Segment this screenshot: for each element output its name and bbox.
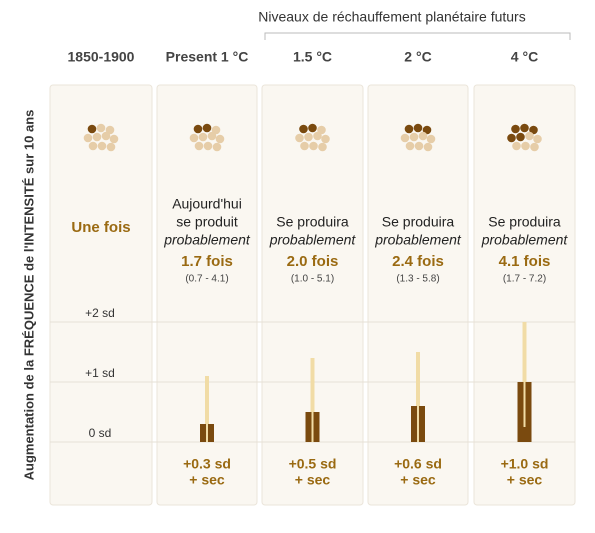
description: se produit <box>176 214 238 230</box>
frequency-label: Une fois <box>71 219 130 236</box>
frequency-dot <box>308 123 317 133</box>
description-emphasis: probablement <box>269 232 357 248</box>
frequency-dot <box>413 123 423 133</box>
column-panel <box>261 84 364 506</box>
frequency-dot <box>423 142 433 152</box>
frequency-dot <box>512 141 521 151</box>
frequency-dot <box>295 133 304 143</box>
frequency-dot <box>202 123 212 133</box>
y-tick-label: 0 sd <box>89 426 112 440</box>
frequency-dot <box>409 132 419 142</box>
frequency-range: (1.3 - 5.8) <box>396 274 439 285</box>
column-panel <box>49 84 153 506</box>
frequency-dot <box>309 141 318 151</box>
frequency-label: 1.7 fois <box>181 253 233 270</box>
description: Se produira <box>488 214 561 230</box>
frequency-label: 2.4 fois <box>392 253 444 270</box>
frequency-range: (1.0 - 5.1) <box>291 274 334 285</box>
header: Niveaux de réchauffement planétaire futu… <box>258 9 525 25</box>
frequency-dot <box>97 141 107 151</box>
frequency-dot <box>207 131 217 141</box>
description-emphasis: probablement <box>481 232 569 248</box>
column-panel <box>156 84 258 506</box>
description: Se produira <box>382 214 455 230</box>
frequency-dot <box>313 131 322 141</box>
frequency-dot <box>521 141 530 151</box>
frequency-dot <box>426 134 436 144</box>
frequency-dot <box>511 124 520 134</box>
frequency-dot <box>525 131 534 141</box>
column-header: 1850-1900 <box>68 49 135 65</box>
value-label: +0.3 sd <box>183 456 231 472</box>
frequency-dot <box>83 133 93 143</box>
frequency-dot <box>516 132 525 142</box>
frequency-dot <box>405 141 415 151</box>
column-header: 1.5 °C <box>293 49 332 65</box>
column-header: 2 °C <box>404 49 431 65</box>
frequency-dot <box>404 124 414 134</box>
description: Aujourd'hui <box>172 196 242 212</box>
description: Se produira <box>276 214 349 230</box>
frequency-dot <box>198 132 208 142</box>
frequency-dot <box>300 141 309 151</box>
frequency-dot <box>106 142 116 152</box>
frequency-dot <box>203 141 213 151</box>
value-label: +0.5 sd <box>289 456 337 472</box>
frequency-dot <box>318 142 327 152</box>
description-emphasis: probablement <box>163 232 251 248</box>
frequency-dot <box>414 141 424 151</box>
frequency-dot <box>520 123 529 133</box>
frequency-label: 2.0 fois <box>287 253 339 270</box>
column-panel <box>473 84 576 506</box>
frequency-range: (0.7 - 4.1) <box>185 274 228 285</box>
frequency-range: (1.7 - 7.2) <box>503 274 546 285</box>
value-suffix: + sec <box>400 472 436 488</box>
frequency-dot <box>87 124 97 134</box>
frequency-dot <box>321 134 330 144</box>
header-bracket <box>264 32 571 40</box>
y-tick-label: +1 sd <box>85 366 115 380</box>
value-label: +0.6 sd <box>394 456 442 472</box>
frequency-dot <box>299 124 308 134</box>
column-header: 4 °C <box>511 49 538 65</box>
frequency-dot <box>304 132 313 142</box>
value-suffix: + sec <box>295 472 331 488</box>
frequency-dot <box>533 134 542 144</box>
frequency-dot <box>92 132 102 142</box>
y-tick-label: +2 sd <box>85 306 115 320</box>
frequency-dot <box>88 141 98 151</box>
frequency-dot <box>194 141 204 151</box>
column-header: Present 1 °C <box>166 49 249 65</box>
frequency-dot <box>101 131 111 141</box>
frequency-dot <box>215 134 225 144</box>
frequency-dot <box>400 133 410 143</box>
value-suffix: + sec <box>507 472 543 488</box>
description-emphasis: probablement <box>374 232 462 248</box>
frequency-dot <box>189 133 199 143</box>
frequency-dot <box>212 142 222 152</box>
frequency-dot <box>418 131 428 141</box>
value-label: +1.0 sd <box>501 456 549 472</box>
frequency-dot <box>109 134 119 144</box>
value-suffix: + sec <box>189 472 225 488</box>
frequency-dot <box>193 124 203 134</box>
column-panel <box>367 84 469 506</box>
y-label: Augmentation de la FRÉQUENCE de l'INTENS… <box>21 110 36 481</box>
frequency-dot <box>530 142 539 152</box>
frequency-dot <box>96 123 106 133</box>
frequency-label: 4.1 fois <box>499 253 551 270</box>
frequency-dot <box>507 133 516 143</box>
